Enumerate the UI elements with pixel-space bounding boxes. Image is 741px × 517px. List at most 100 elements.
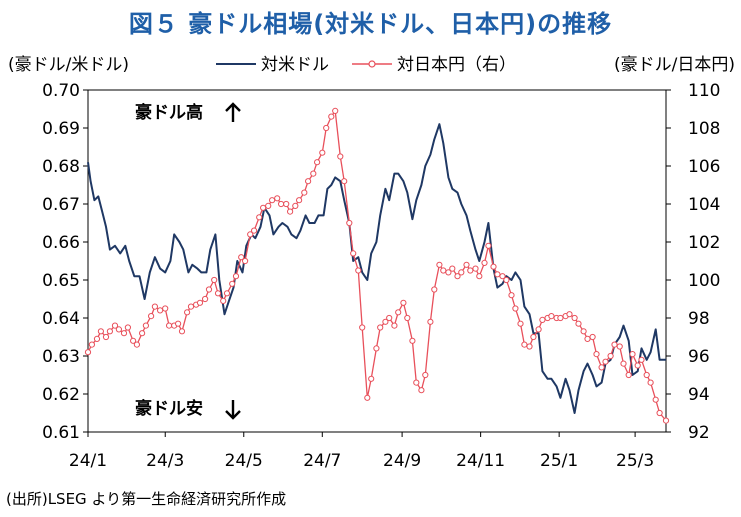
series-jpy-point (449, 265, 456, 272)
legend: 対米ドル 対日本円（右） (216, 55, 516, 75)
series-jpy-point (341, 178, 348, 185)
series-jpy-point (643, 371, 650, 379)
series-jpy-point (589, 333, 596, 341)
series-jpy-point (620, 360, 627, 367)
series-jpy-point (106, 328, 114, 335)
x-axis: 24/1 24/3 24/5 24/7 24/9 24/11 25/1 25/3 (69, 432, 654, 471)
series-jpy-point (571, 314, 578, 322)
series-jpy-point (93, 335, 101, 342)
series-jpy-point (431, 286, 438, 293)
series-jpy-point (337, 153, 344, 160)
series-jpy-point (242, 257, 249, 265)
series-jpy-point (476, 273, 483, 280)
series-jpy-point (205, 286, 213, 293)
legend-jpy-label: 対日本円（右） (397, 55, 516, 75)
series-jpy-point (278, 200, 285, 208)
legend-jpy-marker (368, 60, 376, 68)
series-jpy-point (184, 309, 191, 316)
series-jpy-point (97, 328, 105, 335)
right-tick-label: 110 (688, 81, 720, 101)
series-jpy-point (130, 337, 137, 344)
series-jpy-point (120, 330, 128, 337)
series-jpy-point (151, 303, 158, 310)
series-jpy-point (292, 202, 299, 209)
series-jpy-point (274, 195, 281, 202)
series-usd-line (87, 123, 666, 414)
chart-title: 図５ 豪ドル相場(対米ドル、日本円)の推移 (128, 10, 613, 38)
series-jpy-point (232, 273, 240, 280)
series-jpy-point (454, 273, 461, 280)
left-tick-label: 0.62 (42, 385, 80, 405)
series-jpy-point (521, 341, 528, 348)
series-jpy-point (391, 322, 398, 329)
chart: (豪ドル/米ドル) (豪ドル/日本円) 対米ドル 対日本円（右） 0.70 0.6… (8, 54, 735, 471)
series-jpy-point (355, 267, 362, 274)
series-jpy-point (598, 364, 605, 371)
series-jpy-point (382, 318, 389, 325)
series-jpy-point (530, 333, 537, 341)
series-jpy-point (148, 313, 155, 320)
x-tick-label: 24/5 (225, 451, 263, 471)
left-tick-label: 0.64 (42, 309, 80, 329)
x-tick-label: 24/7 (303, 451, 341, 471)
series-jpy-point (503, 276, 510, 284)
series-jpy-point (490, 263, 497, 270)
series-jpy-point (616, 343, 623, 350)
series-jpy-point (202, 295, 209, 303)
up-arrow-icon (225, 102, 241, 122)
series-jpy-point (656, 409, 663, 417)
series-jpy-point (323, 124, 330, 132)
series-jpy-point (283, 200, 290, 208)
right-tick-label: 108 (688, 119, 720, 139)
series-jpy-point (647, 379, 654, 386)
series-jpy-point (84, 349, 92, 356)
series-jpy-point (102, 333, 110, 341)
series-jpy-point (319, 149, 326, 156)
series-jpy-point (539, 316, 546, 323)
left-tick-label: 0.63 (42, 347, 80, 367)
series-jpy-point (427, 318, 434, 325)
series-jpy-point (256, 214, 263, 221)
series-jpy-point (593, 351, 600, 358)
left-tick-label: 0.65 (42, 271, 80, 291)
right-tick-label: 104 (688, 195, 720, 215)
series-jpy-point (584, 335, 591, 342)
series-jpy-point (494, 271, 501, 278)
series-jpy-point (142, 322, 149, 329)
right-axis: 110 108 106 104 102 100 98 96 94 92 (666, 81, 720, 443)
left-tick-label: 0.70 (42, 81, 80, 101)
series-jpy-point (602, 358, 609, 365)
series-jpy-point (229, 280, 236, 287)
series-jpy-point (346, 219, 353, 227)
x-tick-label: 24/3 (146, 451, 184, 471)
source-note: (出所)LSEG より第一生命経済研究所作成 (6, 490, 287, 508)
series-jpy-point (211, 276, 218, 284)
series-jpy-point (386, 314, 393, 322)
left-tick-label: 0.68 (42, 157, 80, 177)
series-jpy-point (196, 299, 204, 306)
series-jpy-point (220, 297, 227, 304)
series-jpy-point (436, 261, 443, 268)
series-jpy-point (508, 292, 515, 299)
series-jpy-point (535, 326, 542, 333)
right-tick-label: 100 (688, 271, 720, 291)
series-jpy-point (467, 267, 474, 274)
right-tick-label: 106 (688, 157, 720, 177)
series-jpy-point (445, 269, 452, 276)
series-jpy-point (458, 269, 465, 276)
plot-area (87, 89, 667, 433)
series-jpy-point (269, 197, 276, 204)
left-tick-label: 0.67 (42, 195, 80, 215)
series-jpy-point (368, 375, 375, 382)
series-jpy-point (548, 313, 555, 320)
right-axis-label: (豪ドル/日本円) (614, 54, 735, 75)
series-jpy-point (88, 341, 96, 348)
series-jpy-point (512, 305, 519, 312)
series-jpy-point (557, 314, 564, 322)
series-jpy-point (162, 305, 169, 312)
annotation-up: 豪ドル高 (135, 102, 241, 123)
annotation-up-label: 豪ドル高 (135, 102, 203, 123)
series-jpy-point (566, 311, 573, 318)
series-jpy-point (296, 197, 303, 204)
left-tick-label: 0.61 (42, 423, 80, 443)
